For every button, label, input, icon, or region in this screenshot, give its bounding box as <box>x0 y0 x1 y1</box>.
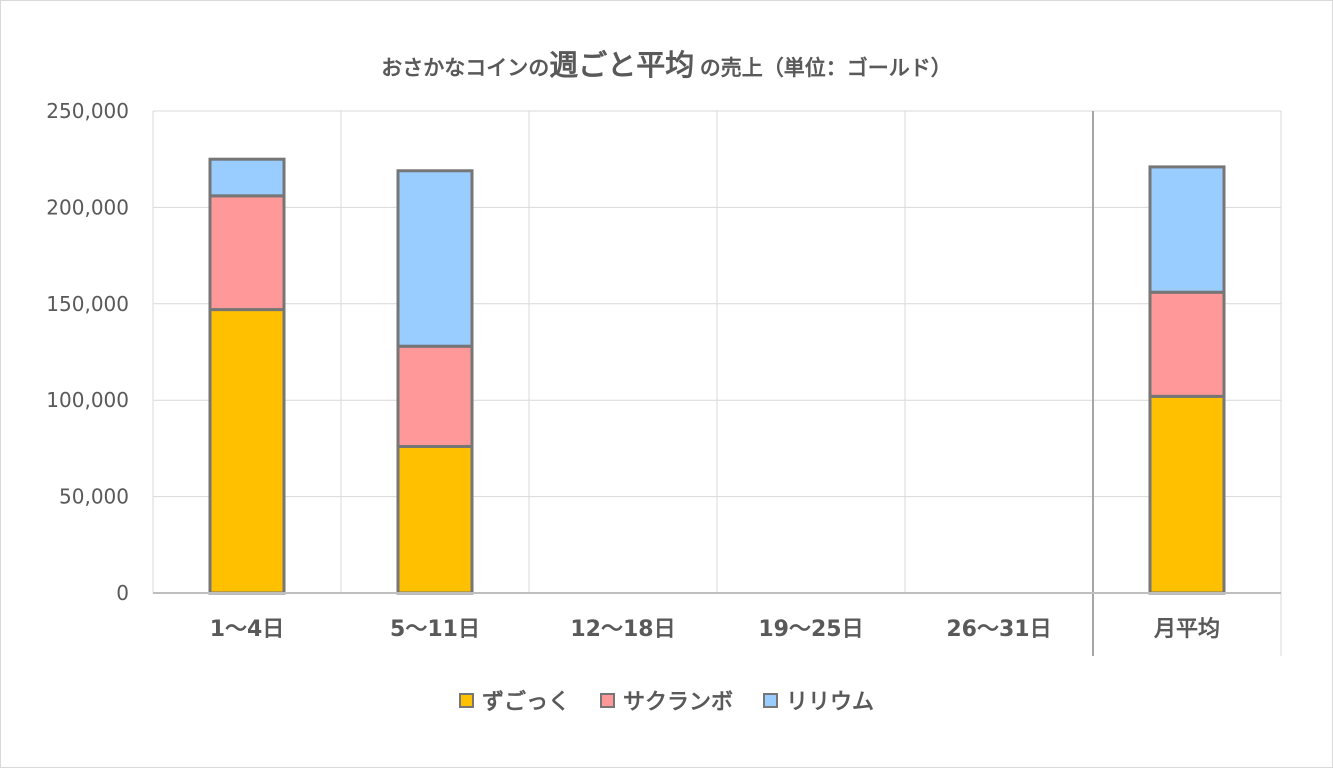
bar-segment <box>396 344 474 448</box>
chart-title: おさかなコインの週ごと平均 の売上（単位：ゴールド） <box>0 42 1333 84</box>
gridlines <box>152 110 1282 656</box>
y-tick-label: 50,000 <box>59 485 129 509</box>
legend-swatch <box>458 692 474 708</box>
y-tick-label: 250,000 <box>46 99 129 123</box>
bar-segment <box>1148 394 1226 595</box>
bar-segment <box>208 308 286 595</box>
legend: ずごっく サクランボ リリウム <box>0 684 1333 716</box>
bars <box>208 157 1226 595</box>
x-tick-label: 26～31日 <box>946 617 1051 642</box>
y-tick-label: 100,000 <box>46 388 129 412</box>
y-tick-label: 200,000 <box>46 195 129 219</box>
bar-segment <box>1148 290 1226 398</box>
x-tick-label: 月平均 <box>1153 616 1220 642</box>
legend-item: サクランボ <box>599 684 733 716</box>
bar-segment <box>396 444 474 595</box>
y-tick-label: 150,000 <box>46 292 129 316</box>
legend-swatch <box>599 692 615 708</box>
bar-segment <box>208 194 286 312</box>
legend-item: ずごっく <box>458 684 570 716</box>
legend-item: リリウム <box>763 684 874 716</box>
x-tick-label: 19～25日 <box>758 617 863 642</box>
legend-label: サクランボ <box>622 690 733 715</box>
x-axis-ticks: 1～4日 5～11日 12～18日 19～25日 26～31日 月平均 <box>210 616 1220 642</box>
legend-swatch <box>763 692 778 708</box>
chart-title-part2: 週ごと平均 <box>549 48 695 82</box>
y-tick-label: 0 <box>116 581 129 605</box>
chart-title-part3: の売上（単位：ゴールド） <box>699 56 952 80</box>
chart-title-part1: おさかなコインの <box>381 56 550 80</box>
bar-segment <box>396 169 474 348</box>
y-axis-ticks: 0 50,000 100,000 150,000 200,000 250,000 <box>46 99 129 605</box>
bar-segment <box>1148 165 1226 294</box>
bar-segment <box>208 157 286 198</box>
legend-label: リリウム <box>786 690 875 715</box>
legend-label: ずごっく <box>481 690 570 715</box>
x-tick-label: 1～4日 <box>210 617 285 642</box>
x-tick-label: 5～11日 <box>390 617 480 642</box>
x-tick-label: 12～18日 <box>570 617 675 642</box>
